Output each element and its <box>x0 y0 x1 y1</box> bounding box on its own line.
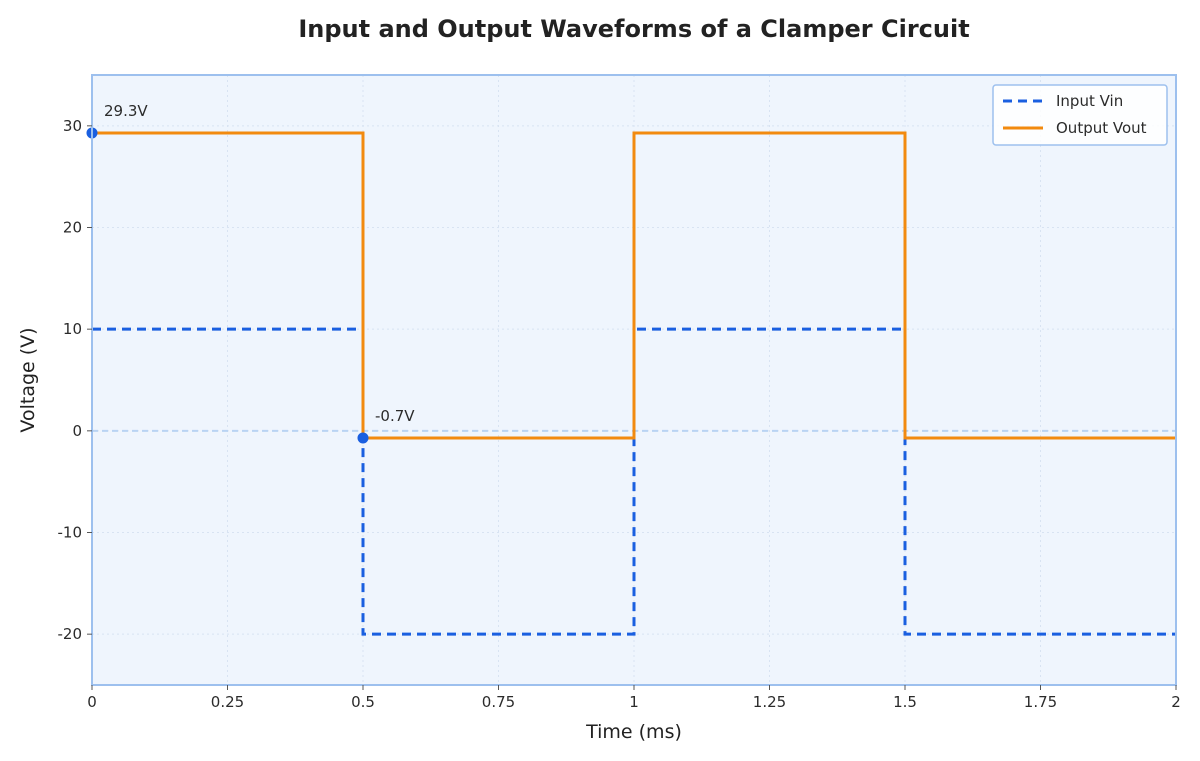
y-tick-label: -10 <box>58 524 83 542</box>
x-tick-label: 1.5 <box>893 693 917 711</box>
x-axis-title: Time (ms) <box>585 721 682 743</box>
annotation-label: -0.7V <box>375 407 415 425</box>
series-line-output-vout <box>92 131 1176 440</box>
x-tick-label: 2 <box>1171 693 1181 711</box>
annotation-labels: 29.3V -0.7V <box>104 102 415 425</box>
x-tick-label: 0.5 <box>351 693 375 711</box>
y-axis-title: Voltage (V) <box>17 327 39 432</box>
x-tick-label: 0.25 <box>211 693 244 711</box>
x-tick-label: 1.75 <box>1024 693 1057 711</box>
x-tick-label: 0 <box>87 693 97 711</box>
annotation-marker <box>357 432 369 444</box>
legend-label-input-vin: Input Vin <box>1056 92 1123 110</box>
y-tick-label: 30 <box>63 117 82 135</box>
chart-title: Input and Output Waveforms of a Clamper … <box>298 15 969 43</box>
y-tick-label: 20 <box>63 219 82 237</box>
y-axis-ticks: -20 -10 0 10 20 30 <box>58 117 92 643</box>
legend: Input Vin Output Vout <box>992 84 1168 146</box>
x-axis-ticks: 0 0.25 0.5 0.75 1 1.25 1.5 1.75 2 <box>87 685 1181 711</box>
x-tick-label: 1.25 <box>753 693 786 711</box>
x-tick-label: 0.75 <box>482 693 515 711</box>
series-group <box>92 131 1176 636</box>
x-tick-label: 1 <box>629 693 639 711</box>
annotation-label: 29.3V <box>104 102 148 120</box>
y-tick-label: 0 <box>72 422 82 440</box>
y-tick-label: -20 <box>58 625 83 643</box>
y-tick-label: 10 <box>63 320 82 338</box>
legend-label-output-vout: Output Vout <box>1056 119 1147 137</box>
